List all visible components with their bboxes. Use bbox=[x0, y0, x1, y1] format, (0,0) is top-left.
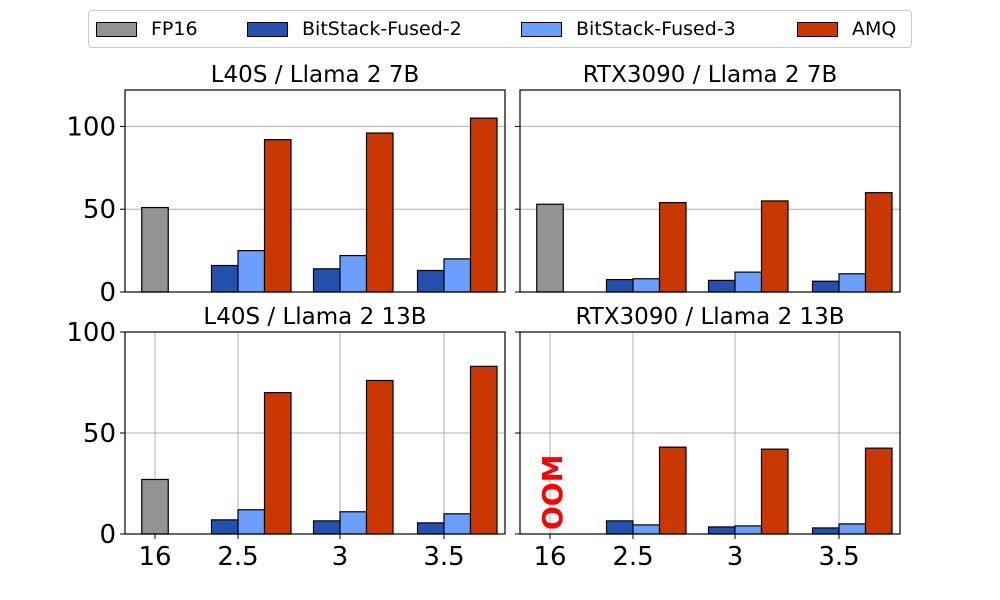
bar-amq bbox=[760, 200, 789, 293]
bar-bitstack-fused-3 bbox=[443, 258, 472, 293]
bar-bitstack-fused-3 bbox=[339, 254, 368, 293]
bar-amq bbox=[263, 139, 292, 293]
bar-bitstack-fused-3 bbox=[838, 523, 867, 535]
y-tick-label: 0 bbox=[99, 520, 116, 550]
bar-bitstack-fused-3 bbox=[632, 524, 661, 535]
bar-bitstack-fused-2 bbox=[605, 520, 634, 535]
bar-bitstack-fused-3 bbox=[443, 513, 472, 535]
bar-fp16 bbox=[141, 206, 169, 293]
bar-bitstack-fused-3 bbox=[734, 271, 763, 293]
bar-bitstack-fused-3 bbox=[339, 511, 368, 535]
legend-label: FP16 bbox=[151, 18, 198, 40]
bar-amq bbox=[658, 201, 687, 293]
plot-frame bbox=[124, 89, 506, 293]
bar-bitstack-fused-2 bbox=[811, 280, 840, 293]
x-tick-label: 16 bbox=[138, 542, 171, 572]
bar-bitstack-fused-2 bbox=[707, 279, 736, 293]
plot-frame bbox=[519, 89, 901, 293]
legend-label: BitStack-Fused-3 bbox=[576, 18, 736, 40]
x-tick-label: 2.5 bbox=[612, 542, 653, 572]
legend-item-bitstack-fused-3: BitStack-Fused-3 bbox=[521, 11, 736, 47]
bar-bitstack-fused-2 bbox=[605, 278, 634, 293]
bar-bitstack-fused-2 bbox=[416, 522, 445, 535]
x-tick-label: 3 bbox=[727, 542, 744, 572]
legend-label: AMQ bbox=[852, 18, 897, 40]
bar-amq bbox=[365, 379, 394, 535]
bar-bitstack-fused-2 bbox=[811, 527, 840, 535]
bar-amq bbox=[658, 446, 687, 535]
legend-item-amq: AMQ bbox=[797, 11, 896, 47]
bar-amq bbox=[760, 448, 789, 535]
bar-bitstack-fused-2 bbox=[312, 520, 341, 535]
bar-amq bbox=[469, 365, 498, 535]
x-tick-label: 3.5 bbox=[818, 542, 859, 572]
legend-swatch-fp16 bbox=[96, 21, 137, 37]
bar-bitstack-fused-3 bbox=[237, 250, 266, 293]
legend-swatch-bitstack-fused-3 bbox=[521, 21, 562, 37]
bar-bitstack-fused-3 bbox=[838, 273, 867, 293]
bar-bitstack-fused-2 bbox=[210, 519, 239, 535]
y-tick-label: 50 bbox=[83, 419, 116, 449]
x-tick-label: 2.5 bbox=[217, 542, 258, 572]
bar-bitstack-fused-3 bbox=[237, 509, 266, 535]
bar-amq bbox=[365, 132, 394, 293]
panel-title: RTX3090 / Llama 2 7B bbox=[583, 62, 837, 88]
legend-swatch-amq bbox=[797, 21, 838, 37]
legend-label: BitStack-Fused-2 bbox=[302, 18, 462, 40]
bar-amq bbox=[864, 447, 893, 535]
y-tick-label: 50 bbox=[83, 195, 116, 225]
x-tick-label: 3 bbox=[332, 542, 349, 572]
bar-fp16 bbox=[141, 478, 169, 535]
legend-swatch-bitstack-fused-2 bbox=[247, 21, 288, 37]
x-tick-label: 16 bbox=[533, 542, 566, 572]
y-tick-label: 0 bbox=[99, 278, 116, 308]
legend: FP16 BitStack-Fused-2 BitStack-Fused-3 A… bbox=[88, 10, 912, 48]
bar-bitstack-fused-2 bbox=[210, 264, 239, 293]
legend-item-bitstack-fused-2: BitStack-Fused-2 bbox=[247, 11, 462, 47]
bar-bitstack-fused-3 bbox=[734, 525, 763, 535]
bar-amq bbox=[469, 117, 498, 293]
y-tick-label: 100 bbox=[66, 318, 116, 348]
x-tick-label: 3.5 bbox=[423, 542, 464, 572]
bar-bitstack-fused-3 bbox=[632, 278, 661, 293]
bar-fp16 bbox=[536, 203, 564, 293]
legend-item-fp16: FP16 bbox=[96, 11, 198, 47]
panel-title: L40S / Llama 2 7B bbox=[211, 62, 420, 88]
oom-annotation: OOM bbox=[536, 455, 569, 530]
bar-bitstack-fused-2 bbox=[312, 268, 341, 293]
bar-amq bbox=[864, 192, 893, 293]
bar-bitstack-fused-2 bbox=[416, 269, 445, 293]
y-tick-label: 100 bbox=[66, 112, 116, 142]
bar-bitstack-fused-2 bbox=[707, 526, 736, 535]
panel-title: L40S / Llama 2 13B bbox=[203, 304, 426, 330]
bar-amq bbox=[263, 392, 292, 535]
panel-title: RTX3090 / Llama 2 13B bbox=[575, 304, 844, 330]
